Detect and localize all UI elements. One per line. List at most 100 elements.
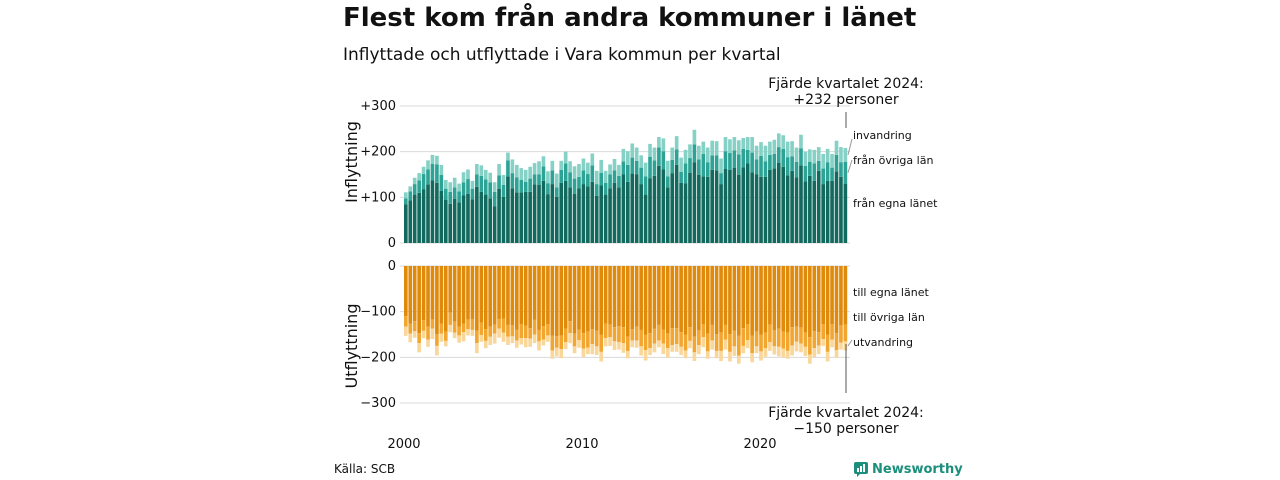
bar-invandring: [790, 141, 794, 157]
bar-till-egna-lanet: [794, 266, 799, 327]
bar-fran-egna-lanet: [785, 175, 790, 243]
bar-fran-egna-lanet: [426, 184, 430, 243]
callout-top-line: Fjärde kvartalet 2024:: [768, 76, 924, 92]
bar-till-egna-lanet: [750, 266, 754, 336]
bar-fran-egna-lanet: [492, 206, 497, 243]
bar-fran-egna-lanet: [590, 181, 595, 243]
bar-fran-ovriga-lan: [679, 171, 683, 183]
bar-fran-ovriga-lan: [554, 187, 559, 197]
bar-invandring: [506, 152, 510, 161]
bar-fran-egna-lanet: [710, 169, 714, 243]
bar-fran-egna-lanet: [412, 194, 417, 243]
bar-invandring: [439, 164, 444, 175]
bar-fran-egna-lanet: [639, 184, 643, 243]
bar-till-ovriga-lan: [439, 323, 444, 334]
bar-till-egna-lanet: [572, 266, 577, 334]
bar-till-ovriga-lan: [799, 327, 803, 344]
bar-invandring: [443, 179, 448, 189]
bar-fran-ovriga-lan: [475, 174, 479, 187]
bar-invandring: [577, 164, 581, 177]
bar-fran-ovriga-lan: [572, 178, 577, 194]
bar-till-egna-lanet: [430, 266, 435, 320]
bar-till-ovriga-lan: [501, 318, 506, 333]
bar-fran-ovriga-lan: [830, 167, 834, 181]
bar-utvandring: [550, 350, 555, 359]
bar-till-ovriga-lan: [546, 324, 550, 336]
bar-fran-egna-lanet: [839, 176, 843, 243]
bar-till-egna-lanet: [701, 266, 706, 324]
bar-till-egna-lanet: [528, 266, 532, 329]
bar-invandring: [705, 147, 710, 163]
bar-fran-ovriga-lan: [581, 170, 586, 185]
bar-till-egna-lanet: [443, 266, 448, 332]
bar-fran-ovriga-lan: [430, 164, 435, 181]
bar-fran-ovriga-lan: [808, 161, 812, 176]
bar-till-ovriga-lan: [821, 324, 825, 340]
bar-fran-ovriga-lan: [652, 160, 657, 176]
bar-till-ovriga-lan: [643, 334, 648, 351]
bar-invandring: [701, 141, 706, 154]
bar-utvandring: [821, 339, 825, 346]
bar-utvandring: [461, 332, 466, 342]
bar-till-egna-lanet: [568, 266, 572, 322]
bar-till-ovriga-lan: [652, 328, 657, 344]
bar-fran-ovriga-lan: [479, 175, 484, 192]
bar-fran-ovriga-lan: [834, 154, 839, 172]
bar-utvandring: [648, 348, 652, 356]
bar-utvandring: [745, 339, 750, 349]
bar-invandring: [594, 170, 599, 185]
bar-fran-egna-lanet: [515, 192, 519, 243]
bar-till-egna-lanet: [488, 266, 492, 327]
bar-till-egna-lanet: [705, 266, 710, 334]
bar-fran-egna-lanet: [763, 176, 768, 243]
bar-fran-ovriga-lan: [426, 169, 430, 185]
bar-invandring: [452, 177, 457, 188]
bar-till-egna-lanet: [412, 266, 417, 322]
bar-invandring: [754, 145, 759, 160]
bar-fran-ovriga-lan: [750, 152, 754, 173]
bar-invandring: [639, 155, 643, 168]
bar-fran-ovriga-lan: [670, 159, 675, 174]
bar-till-egna-lanet: [603, 266, 608, 324]
bar-till-egna-lanet: [483, 266, 488, 330]
bar-fran-ovriga-lan: [665, 176, 670, 188]
bar-fran-ovriga-lan: [657, 147, 661, 166]
bar-till-egna-lanet: [759, 266, 763, 335]
bar-invandring: [652, 147, 657, 161]
bar-till-ovriga-lan: [785, 332, 790, 351]
bar-invandring: [554, 173, 559, 188]
bar-till-egna-lanet: [452, 266, 457, 322]
bar-invandring: [825, 148, 830, 163]
bar-till-ovriga-lan: [435, 334, 439, 346]
bar-fran-egna-lanet: [581, 184, 586, 243]
bar-till-egna-lanet: [404, 266, 408, 317]
bar-fran-egna-lanet: [816, 170, 821, 243]
bar-fran-ovriga-lan: [612, 170, 617, 183]
bar-utvandring: [639, 346, 643, 356]
bar-fran-ovriga-lan: [719, 173, 723, 185]
bar-till-egna-lanet: [710, 266, 714, 325]
bar-invandring: [830, 153, 834, 168]
bar-till-ovriga-lan: [630, 329, 635, 341]
bar-till-egna-lanet: [581, 266, 586, 334]
bar-invandring: [430, 154, 435, 164]
bar-utvandring: [674, 344, 679, 352]
bar-invandring: [435, 155, 439, 165]
bar-fran-egna-lanet: [510, 188, 515, 243]
bar-invandring: [768, 141, 772, 155]
bar-utvandring: [825, 351, 830, 362]
bar-utvandring: [528, 338, 532, 347]
bar-till-ovriga-lan: [741, 328, 746, 346]
bar-fran-ovriga-lan: [452, 187, 457, 199]
bar-fran-ovriga-lan: [759, 155, 763, 177]
bar-fran-ovriga-lan: [723, 151, 728, 170]
bar-invandring: [630, 143, 635, 158]
bar-utvandring: [768, 342, 772, 351]
bar-fran-egna-lanet: [737, 174, 741, 243]
bar-till-egna-lanet: [812, 266, 817, 332]
bar-fran-egna-lanet: [692, 162, 697, 243]
bar-invandring: [732, 137, 737, 151]
bar-till-egna-lanet: [834, 266, 839, 334]
bar-till-ovriga-lan: [452, 321, 457, 333]
bar-fran-egna-lanet: [705, 176, 710, 243]
